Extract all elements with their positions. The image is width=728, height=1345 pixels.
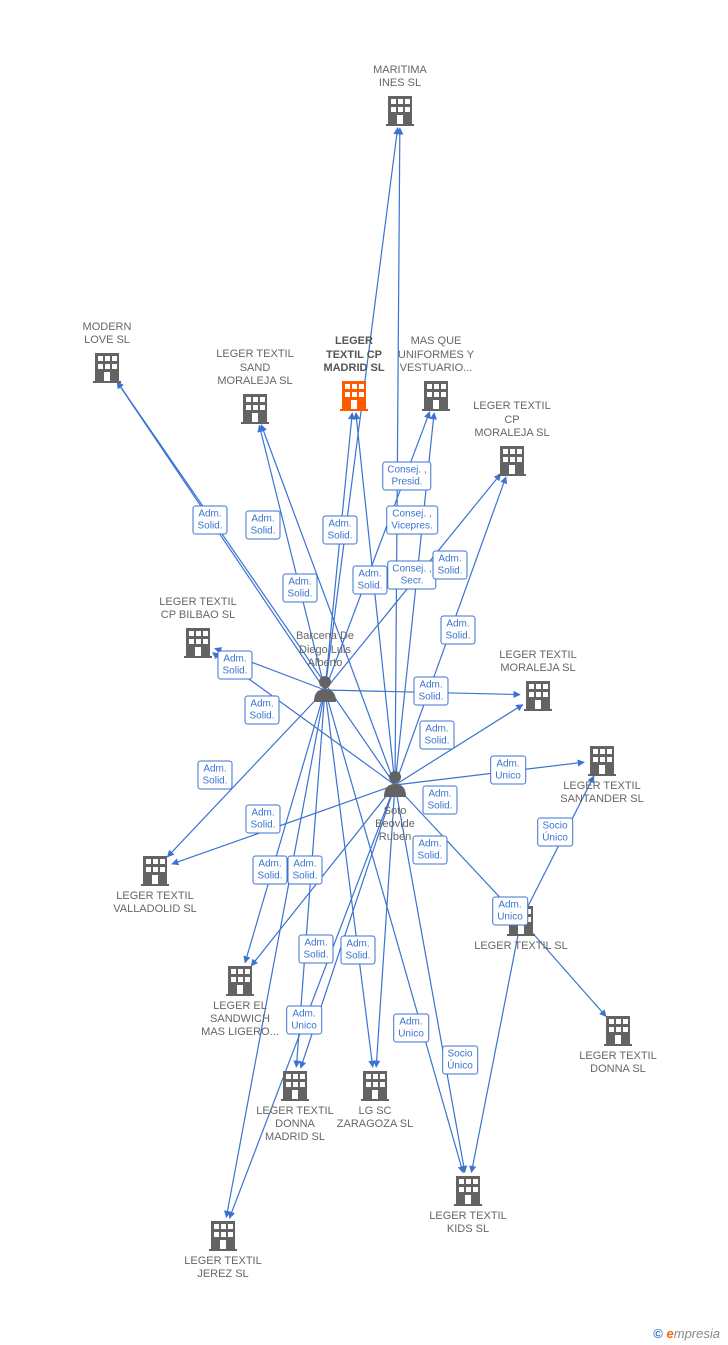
edge-label: Adm. Solid.	[322, 516, 357, 545]
building-icon	[141, 856, 169, 886]
building-icon	[386, 96, 414, 126]
edge	[395, 128, 400, 785]
edge-label: Consej. , Presid.	[382, 462, 431, 491]
edge-label: Adm. Solid.	[217, 651, 252, 680]
building-icon	[340, 381, 368, 411]
edge-label: Adm. Unico	[286, 1006, 322, 1035]
edge-label: Adm. Unico	[490, 756, 526, 785]
building-icon	[241, 394, 269, 424]
building-icon	[588, 746, 616, 776]
edge	[325, 690, 373, 1067]
node-label: LEGER TEXTIL DONNA MADRID SL	[256, 1105, 333, 1145]
edge-label: Adm. Solid.	[252, 856, 287, 885]
edge-label: Adm. Unico	[393, 1014, 429, 1043]
node-label: MARITIMA INES SL	[373, 64, 427, 90]
edge-label: Socio Único	[537, 818, 573, 847]
copyright-symbol: ©	[653, 1326, 663, 1341]
edge	[261, 425, 395, 785]
node-label: LEGER TEXTIL MORALEJA SL	[499, 649, 576, 675]
edge-label: Consej. , Secr.	[387, 561, 436, 590]
node-label: MAS QUE UNIFORMES Y VESTUARIO...	[398, 335, 474, 375]
building-icon	[498, 446, 526, 476]
node-label: LEGER TEXTIL SANTANDER SL	[560, 780, 644, 806]
node-label: Barcena De Diego Luis Alberto	[296, 630, 354, 670]
building-icon	[93, 353, 121, 383]
edge-label: Adm. Solid.	[422, 786, 457, 815]
node-label: LEGER TEXTIL CP BILBAO SL	[159, 596, 236, 622]
node-label: LEGER EL SANDWICH MAS LIGERO...	[201, 1000, 279, 1040]
edge-label: Adm. Solid.	[413, 677, 448, 706]
edge-label: Adm. Solid.	[245, 511, 280, 540]
edge-label: Adm. Solid.	[432, 551, 467, 580]
edge-label: Adm. Solid.	[419, 721, 454, 750]
node-label: LEGER TEXTIL CP MORALEJA SL	[473, 400, 550, 440]
node-label: LEGER TEXTIL CP MADRID SL	[323, 335, 384, 375]
edge-label: Adm. Solid.	[440, 616, 475, 645]
node-label: LEGER TEXTIL SAND MORALEJA SL	[216, 348, 293, 388]
building-icon	[361, 1071, 389, 1101]
node-label: LEGER TEXTIL DONNA SL	[579, 1050, 656, 1076]
edge-label: Adm. Solid.	[352, 566, 387, 595]
edge-label: Adm. Solid.	[412, 836, 447, 865]
edge-label: Socio Único	[442, 1046, 478, 1075]
footer-copyright: © empresia	[653, 1326, 720, 1341]
edge	[117, 382, 325, 690]
edge-label: Adm. Solid.	[340, 936, 375, 965]
building-icon	[226, 966, 254, 996]
building-icon	[524, 681, 552, 711]
building-icon	[209, 1221, 237, 1251]
brand-rest: mpresia	[674, 1326, 720, 1341]
building-icon	[281, 1071, 309, 1101]
node-label: LEGER TEXTIL JEREZ SL	[184, 1255, 261, 1281]
edge	[471, 920, 521, 1172]
node-label: MODERN LOVE SL	[83, 321, 132, 347]
edge-label: Adm. Solid.	[192, 506, 227, 535]
edge-label: Adm. Solid.	[245, 805, 280, 834]
building-icon	[604, 1016, 632, 1046]
building-icon	[454, 1176, 482, 1206]
node-label: Soto Beovide Ruben	[375, 805, 415, 845]
building-icon	[422, 381, 450, 411]
node-label: LG SC ZARAGOZA SL	[337, 1105, 413, 1131]
edge-label: Adm. Solid.	[244, 696, 279, 725]
edge-label: Adm. Solid.	[282, 574, 317, 603]
node-label: LEGER TEXTIL SL	[474, 940, 568, 953]
node-label: LEGER TEXTIL KIDS SL	[429, 1210, 506, 1236]
network-svg	[0, 0, 728, 1345]
edge-label: Adm. Solid.	[287, 856, 322, 885]
edge-label: Adm. Solid.	[197, 761, 232, 790]
edge-label: Adm. Solid.	[298, 935, 333, 964]
brand-first-letter: e	[667, 1326, 674, 1341]
edge-label: Consej. , Vicepres.	[386, 506, 438, 535]
edge	[172, 785, 395, 864]
building-icon	[184, 628, 212, 658]
node-label: LEGER TEXTIL VALLADOLID SL	[113, 890, 197, 916]
edge-label: Adm. Unico	[492, 897, 528, 926]
